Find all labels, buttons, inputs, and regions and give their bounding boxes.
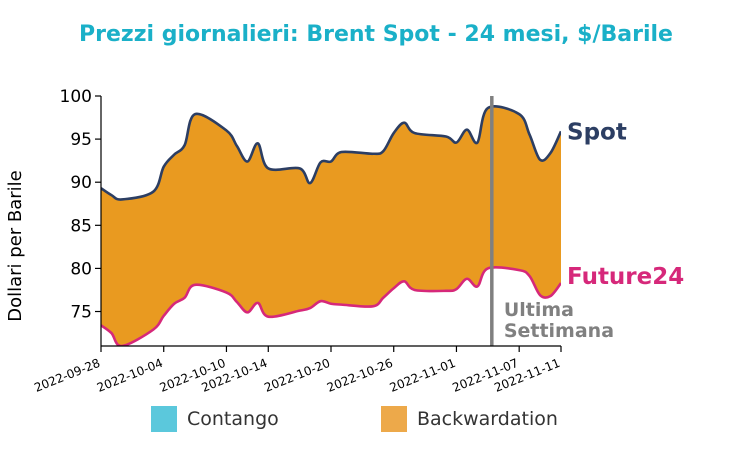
y-axis-label: Dollari per Barile bbox=[5, 170, 26, 322]
last-week-annotation-line-0: Ultima bbox=[504, 299, 574, 321]
x-tick-label-1: 2022-10-04 bbox=[95, 356, 165, 395]
backwardation-area bbox=[101, 106, 561, 346]
x-tick-label-5: 2022-10-26 bbox=[325, 356, 395, 395]
y-tick-label-100: 100 bbox=[60, 87, 92, 107]
y-tick-label-75: 75 bbox=[70, 303, 92, 323]
label-layer: Dollari per Barile Spot Future24 UltimaSett… bbox=[5, 119, 684, 342]
legend-item-backwardation: Backwardation bbox=[381, 404, 558, 434]
legend-swatch-contango bbox=[151, 406, 177, 432]
legend-label-backwardation: Backwardation bbox=[417, 408, 558, 430]
future24-series-label: Future24 bbox=[567, 264, 684, 290]
legend-item-contango: Contango bbox=[151, 404, 279, 434]
area-layer bbox=[101, 106, 561, 346]
spot-line bbox=[101, 105, 561, 201]
legend-swatch-backwardation bbox=[381, 406, 407, 432]
y-tick-label-85: 85 bbox=[70, 216, 92, 236]
x-tick-label-4: 2022-10-20 bbox=[262, 356, 332, 395]
last-week-annotation-line-1: Settimana bbox=[504, 320, 614, 342]
x-tick-label-6: 2022-11-01 bbox=[388, 356, 458, 395]
y-tick-label-95: 95 bbox=[70, 130, 92, 150]
x-tick-label-0: 2022-09-28 bbox=[32, 356, 102, 395]
chart-title: Prezzi giornalieri: Brent Spot - 24 mesi… bbox=[79, 22, 673, 47]
legend-label-contango: Contango bbox=[187, 408, 279, 430]
y-tick-label-80: 80 bbox=[70, 259, 92, 279]
y-tick-label-90: 90 bbox=[70, 173, 92, 193]
line-layer bbox=[101, 96, 561, 346]
future24-line bbox=[101, 266, 561, 346]
spot-series-label: Spot bbox=[567, 119, 627, 145]
